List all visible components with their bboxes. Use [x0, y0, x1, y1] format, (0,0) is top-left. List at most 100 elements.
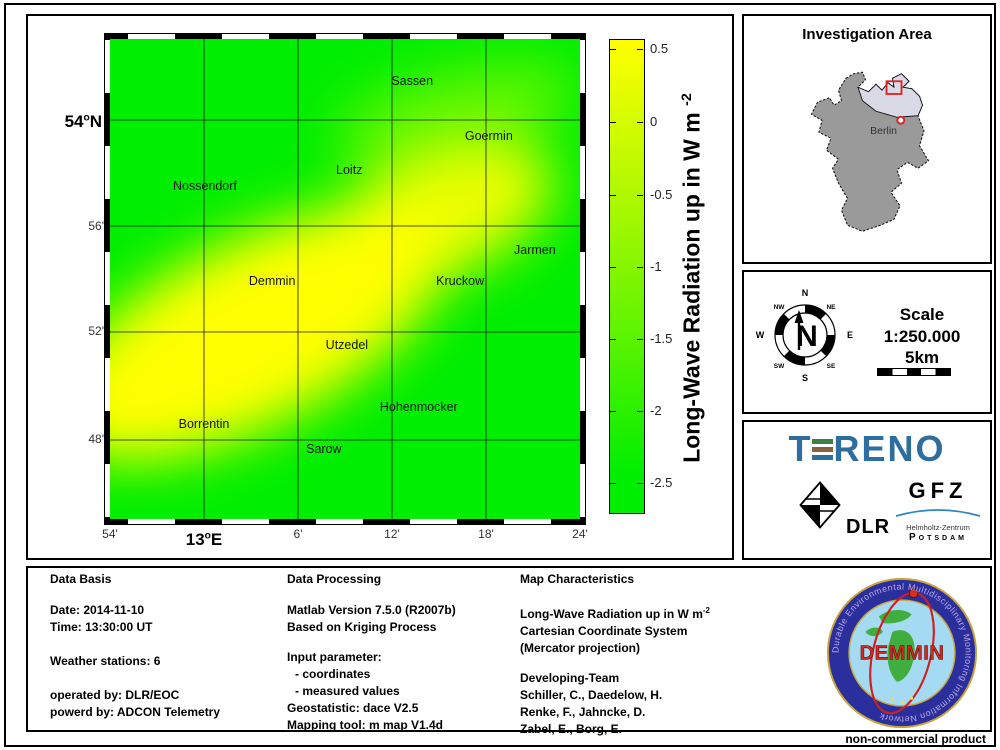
- berlin-label: Berlin: [870, 125, 897, 137]
- colorbar-label--2: -2: [650, 403, 662, 418]
- investigation-area-marker: [885, 80, 903, 95]
- radiation-field-graphic: [110, 39, 580, 519]
- colorbar-tick: [610, 339, 616, 340]
- data-processing-title: Data Processing: [287, 572, 382, 586]
- outer-frame: [4, 3, 996, 747]
- colorbar-title: Long-Wave Radiation up in W m -2: [678, 93, 705, 463]
- y-tick-56: 56': [88, 219, 104, 233]
- data-basis-operated: operated by: DLR/EOC: [50, 688, 180, 702]
- demmin-stars: [890, 696, 914, 705]
- colorbar-tick: [637, 267, 643, 268]
- logos-panel: T RENO DLR GFZ Helmholtz-Zentrum Potsdam: [742, 420, 992, 560]
- y-tick-52: 52': [88, 324, 104, 338]
- colorbar-tick: [637, 49, 643, 50]
- town-label-nossendorf: Nossendorf: [172, 178, 237, 193]
- colorbar-tick: [610, 411, 616, 412]
- map-frame-bottom: [105, 519, 585, 524]
- map-frame: [104, 33, 586, 525]
- map-frame-right: [580, 39, 585, 519]
- map-frame-left: [105, 39, 110, 519]
- demmin-satellite: [908, 588, 919, 599]
- x-tick-24: 24': [572, 527, 588, 541]
- compass-label-s: S: [802, 373, 808, 383]
- dlr-logo-text: DLR: [846, 516, 891, 538]
- data-processing-column: Data Processing Matlab Version 7.5.0 (R2…: [287, 571, 512, 734]
- interpolated-radiation-map: Sassen Goermin Loitz Nossendorf Jarmen D…: [110, 39, 580, 519]
- compass-label-se: SE: [827, 363, 836, 370]
- town-label-utzedel: Utzedel: [325, 338, 369, 353]
- x-axis-label-13E: 13oE: [185, 530, 223, 549]
- dlr-logo-mark: [799, 481, 841, 529]
- compass-label-sw: SW: [774, 363, 785, 370]
- berlin-marker: [896, 115, 906, 125]
- gfz-logo: GFZ Helmholtz-Zentrum Potsdam: [892, 478, 984, 543]
- town-label-jarmen: Jarmen: [514, 243, 556, 258]
- demmin-logo: DEMMIN Durable Environmental Multidiscip…: [826, 577, 978, 729]
- colorbar-tick: [610, 49, 616, 50]
- compass-needle-letter: N: [796, 320, 818, 353]
- north-arrow: [794, 310, 804, 350]
- x-tick-54: 54': [102, 527, 118, 541]
- compass-label-e: E: [847, 330, 853, 340]
- compass-scale-panel: N N NE E SE S SW W NW Scale 1:250.000 5k…: [742, 270, 992, 414]
- gfz-subtitle-1: Helmholtz-Zentrum: [906, 523, 970, 532]
- characteristic-coordinate-system: Cartesian Coordinate System: [520, 624, 688, 638]
- colorbar-tick: [637, 411, 643, 412]
- town-label-sarow: Sarow: [306, 441, 342, 456]
- main-map-panel: Sassen Goermin Loitz Nossendorf Jarmen D…: [26, 14, 734, 560]
- investigation-area-title: Investigation Area: [802, 26, 932, 43]
- town-label-kruckow: Kruckow: [436, 273, 485, 288]
- data-basis-title: Data Basis: [50, 572, 112, 586]
- footer-note: non-commercial product: [845, 732, 986, 746]
- processing-mapping-tool: Mapping tool: m map V1.4d: [287, 718, 444, 732]
- colorbar-tick: [637, 339, 643, 340]
- processing-software: Matlab Version 7.5.0 (R2007b): [287, 603, 456, 617]
- scale-bar: [877, 368, 951, 376]
- scale-distance: 5km: [904, 348, 940, 367]
- map-characteristics-column: Map Characteristics Long-Wave Radiation …: [520, 571, 780, 738]
- tereno-logo: T RENO: [788, 428, 946, 469]
- compass-rose: N N NE E SE S SW W NW: [756, 288, 853, 383]
- developing-team-header: Developing-Team: [520, 671, 620, 685]
- colorbar: [609, 39, 645, 514]
- colorbar-tick: [610, 122, 616, 123]
- compass-ring-segments: [775, 305, 835, 365]
- data-basis-stations: Weather stations: 6: [50, 654, 161, 668]
- town-label-demmin: Demmin: [248, 273, 296, 288]
- town-label-goermin: Goermin: [464, 128, 513, 143]
- metadata-panel: Data Basis Date: 2014-11-10 Time: 13:30:…: [26, 566, 992, 736]
- developing-team-row-1: Schiller, C., Daedelow, H.: [520, 688, 663, 702]
- colorbar-label--0.5: -0.5: [650, 187, 673, 202]
- colorbar-tick: [610, 195, 616, 196]
- colorbar-tick: [610, 267, 616, 268]
- x-tick-18: 18': [478, 527, 494, 541]
- y-axis-label-54N: 54oN: [64, 112, 102, 131]
- colorbar-label--2.5: -2.5: [650, 475, 673, 490]
- graticule: [110, 39, 580, 519]
- mecklenburg-vorpommern-region: [857, 73, 923, 118]
- colorbar-tick: [637, 195, 643, 196]
- compass-label-w: W: [756, 330, 765, 340]
- processing-input-header: Input parameter:: [287, 650, 382, 664]
- colorbar-label--1: -1: [650, 259, 662, 274]
- town-label-hohenmocker: Hohenmocker: [379, 400, 458, 415]
- colorbar-tick: [637, 483, 643, 484]
- colorbar-tick: [637, 122, 643, 123]
- x-tick-6: 6': [293, 527, 303, 541]
- colorbar-label-0.5: 0.5: [650, 41, 669, 56]
- scale-ratio: 1:250.000: [883, 327, 961, 346]
- developing-team-row-2: Renke, F., Jahncke, D.: [520, 705, 646, 719]
- demmin-logo-title: DEMMIN: [860, 643, 945, 665]
- data-basis-column: Data Basis Date: 2014-11-10 Time: 13:30:…: [50, 571, 275, 721]
- colorbar-label-0: 0: [650, 114, 658, 129]
- town-label-loitz: Loitz: [336, 163, 363, 178]
- compass-label-nw: NW: [774, 304, 786, 311]
- tereno-e-bars: [812, 435, 834, 461]
- town-label-sassen: Sassen: [391, 74, 434, 89]
- map-frame-top: [105, 34, 585, 39]
- data-basis-date: Date: 2014-11-10: [50, 603, 145, 617]
- processing-geostatistic: Geostatistic: dace V2.5: [287, 701, 419, 715]
- processing-method: Based on Kriging Process: [287, 620, 437, 634]
- scale-title: Scale: [899, 305, 945, 324]
- gfz-subtitle-2: Potsdam: [908, 532, 967, 543]
